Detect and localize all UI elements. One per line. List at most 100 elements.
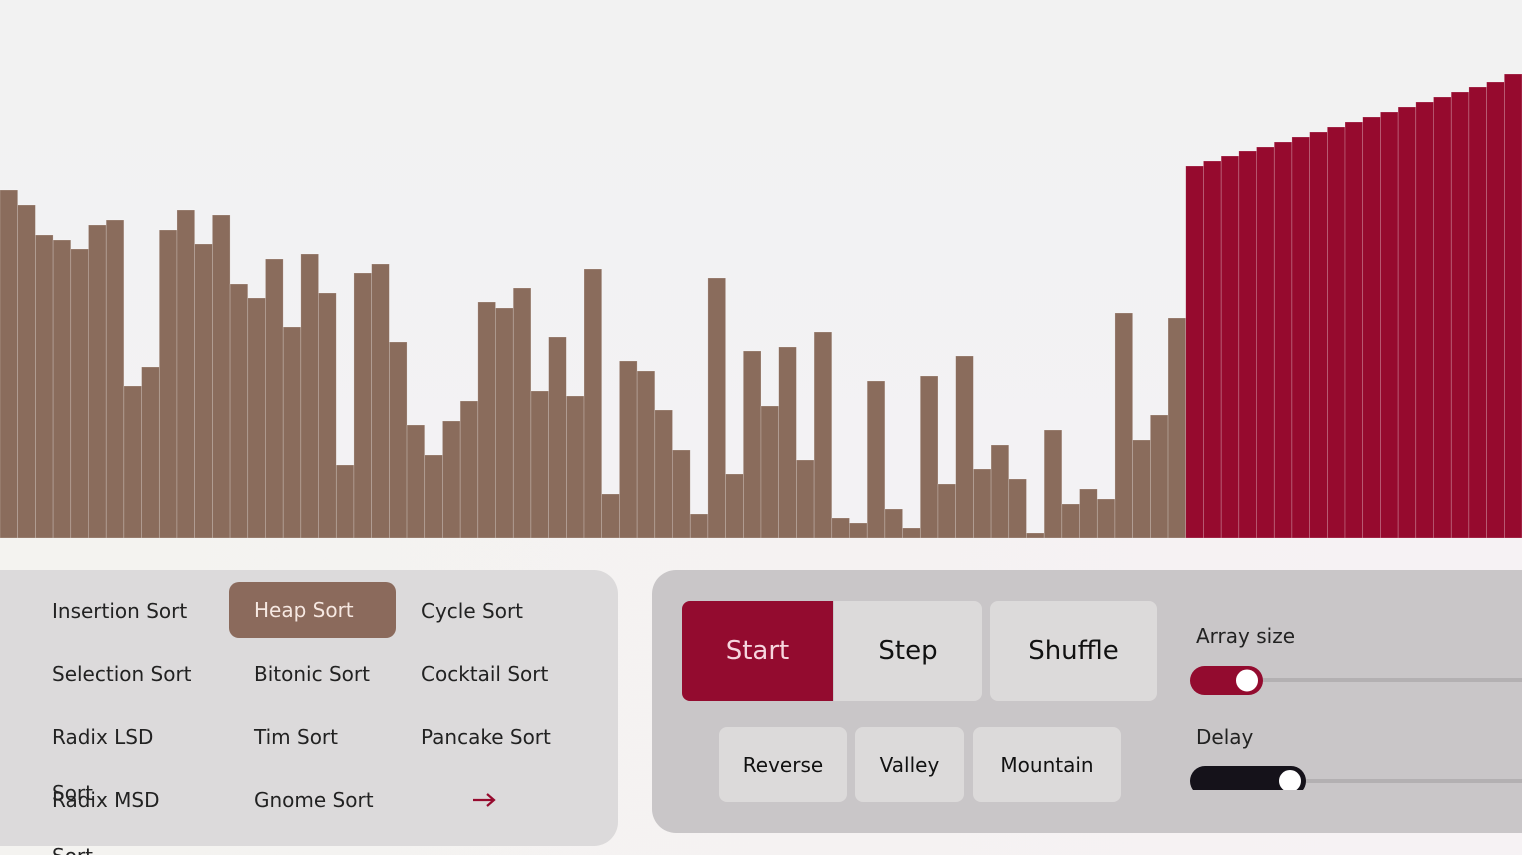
array-bar — [866, 380, 886, 538]
array-bar — [35, 234, 54, 538]
array-bar — [1203, 160, 1222, 538]
array-bar — [1415, 101, 1434, 538]
array-bar — [459, 400, 479, 538]
array-bar — [371, 263, 390, 538]
array-bar — [902, 527, 921, 538]
array-bar — [1504, 73, 1522, 538]
array-bar — [88, 224, 107, 538]
array-bar — [1220, 155, 1240, 538]
start-button[interactable]: Start — [682, 601, 833, 701]
array-bar — [52, 239, 72, 538]
array-bar — [725, 473, 744, 538]
array-bar — [760, 405, 779, 538]
array-bar — [105, 219, 125, 538]
array-bar — [831, 517, 850, 538]
array-bar — [601, 493, 620, 538]
algorithm-button[interactable]: Radix LSD Sort — [52, 725, 154, 805]
array-bar — [247, 297, 266, 538]
array-bar — [636, 370, 656, 538]
array-bar — [1291, 136, 1310, 538]
array-bar — [335, 464, 355, 538]
array-bar — [583, 268, 603, 538]
array-bar — [1362, 116, 1381, 538]
algorithm-button[interactable]: Gnome Sort — [254, 788, 374, 812]
array-size-slider[interactable] — [1234, 667, 1260, 694]
array-bar — [1150, 414, 1169, 538]
array-bar — [1380, 111, 1399, 538]
delay-slider[interactable] — [1277, 768, 1303, 790]
array-bar — [1450, 91, 1470, 538]
array-bar — [1185, 165, 1204, 538]
array-bar — [353, 272, 372, 538]
array-bar — [619, 360, 638, 538]
next-arrow[interactable] — [470, 790, 500, 810]
array-bar — [672, 449, 691, 538]
algorithm-button-selected[interactable]: Heap Sort — [229, 582, 396, 638]
array-bar — [1114, 312, 1133, 538]
array-bar — [1043, 429, 1063, 538]
algorithm-button[interactable]: Bitonic Sort — [254, 662, 370, 686]
array-bar — [265, 258, 284, 538]
array-bar — [743, 350, 762, 538]
shuffle-button[interactable]: Shuffle — [990, 601, 1157, 701]
array-bar — [1008, 478, 1027, 538]
array-bar — [318, 292, 337, 538]
array-bar — [1344, 121, 1364, 538]
array-bar — [530, 390, 549, 538]
algorithm-button[interactable]: Cycle Sort — [421, 599, 524, 623]
arrow-icon — [473, 793, 496, 807]
array-bar — [406, 424, 426, 538]
array-bar — [477, 301, 496, 538]
reverse-button[interactable]: Reverse — [719, 727, 847, 802]
array-bar — [176, 209, 195, 538]
array-bar — [689, 513, 709, 538]
algorithm-button[interactable]: Radix MSD Sort — [52, 788, 160, 855]
array-bar — [884, 508, 903, 538]
array-bar — [424, 454, 443, 538]
array-bar — [389, 341, 408, 538]
array-bar — [229, 283, 249, 538]
mountain-button[interactable]: Mountain — [973, 727, 1121, 802]
array-bar — [1061, 503, 1080, 538]
array-bar — [194, 243, 213, 538]
array-bar — [512, 287, 532, 538]
array-bar — [1238, 150, 1257, 538]
array-bar — [495, 307, 514, 538]
array-bar — [1132, 439, 1151, 538]
array-bar — [300, 253, 319, 538]
array-bar — [1167, 317, 1187, 538]
array-bar — [548, 336, 567, 538]
array-size-label: Array size — [1196, 624, 1296, 648]
array-bar — [1256, 146, 1275, 538]
array-bar — [990, 444, 1010, 538]
array-bar — [1468, 86, 1487, 538]
array-bar — [973, 468, 992, 538]
valley-button[interactable]: Valley — [855, 727, 964, 802]
algorithm-button[interactable]: Selection Sort — [52, 662, 192, 686]
algorithm-button[interactable]: Tim Sort — [254, 725, 338, 749]
array-visualization — [0, 0, 1522, 538]
array-bar — [796, 459, 815, 538]
array-bar — [707, 277, 726, 538]
slider-fill — [1190, 766, 1306, 790]
array-bar — [1026, 532, 1045, 538]
algorithm-button[interactable]: Pancake Sort — [421, 725, 551, 749]
array-bar — [654, 409, 673, 538]
array-bar — [1327, 126, 1346, 538]
array-bar — [1486, 81, 1505, 538]
array-bar — [813, 331, 833, 538]
array-bar — [955, 355, 974, 538]
algorithm-button[interactable]: Insertion Sort — [52, 599, 188, 623]
step-button[interactable]: Step — [834, 601, 982, 701]
algorithm-button[interactable]: Cocktail Sort — [421, 662, 549, 686]
control-panel: Start Step Shuffle Reverse Valley Mounta… — [652, 570, 1522, 833]
array-bar — [1273, 141, 1293, 538]
array-bar — [1309, 131, 1328, 538]
array-bar — [0, 189, 18, 538]
sliders — [1190, 666, 1522, 790]
array-bar — [442, 420, 461, 538]
array-bar — [158, 229, 178, 538]
array-bar — [919, 375, 939, 538]
array-bar — [566, 395, 585, 538]
